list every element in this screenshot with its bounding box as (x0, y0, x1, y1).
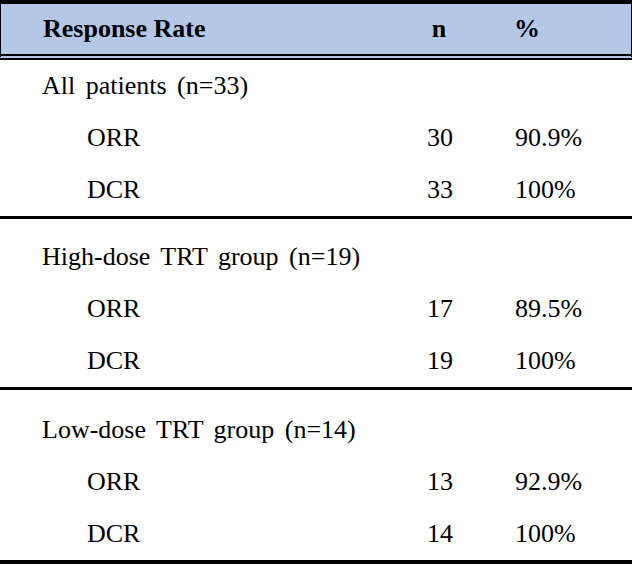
row-n-value: 19 (400, 346, 480, 376)
section-title-row: High-dose TRT group (n=19) (0, 231, 632, 283)
section-title: All patients (n=33) (0, 71, 400, 101)
header-response-rate: Response Rate (1, 14, 399, 44)
header-percent: % (479, 14, 631, 44)
table-row: DCR 19 100% (0, 335, 632, 387)
table-row: ORR 13 92.9% (0, 456, 632, 508)
table-row: DCR 33 100% (0, 164, 632, 216)
row-n-value: 17 (400, 294, 480, 324)
row-n-value: 14 (400, 519, 480, 549)
row-n-value: 33 (400, 175, 480, 205)
row-label: ORR (0, 123, 400, 153)
row-n-value: 30 (400, 123, 480, 153)
table-row: ORR 17 89.5% (0, 283, 632, 335)
row-label: DCR (0, 175, 400, 205)
response-rate-table: Response Rate n % All patients (n=33) OR… (0, 0, 632, 564)
table-header-row: Response Rate n % (0, 0, 632, 60)
row-percent-value: 90.9% (480, 123, 632, 153)
row-percent-value: 100% (480, 519, 632, 549)
row-label: ORR (0, 294, 400, 324)
table-row: DCR 14 100% (0, 508, 632, 560)
row-n-value: 13 (400, 467, 480, 497)
row-label: DCR (0, 519, 400, 549)
row-percent-value: 100% (480, 346, 632, 376)
row-label: DCR (0, 346, 400, 376)
section-title: High-dose TRT group (n=19) (0, 242, 400, 272)
section-high-dose: High-dose TRT group (n=19) ORR 17 89.5% … (0, 219, 632, 390)
section-title: Low-dose TRT group (n=14) (0, 415, 400, 445)
section-all-patients: All patients (n=33) ORR 30 90.9% DCR 33 … (0, 60, 632, 219)
section-title-row: All patients (n=33) (0, 60, 632, 112)
section-low-dose: Low-dose TRT group (n=14) ORR 13 92.9% D… (0, 390, 632, 564)
table-row: ORR 30 90.9% (0, 112, 632, 164)
section-title-row: Low-dose TRT group (n=14) (0, 404, 632, 456)
row-percent-value: 89.5% (480, 294, 632, 324)
row-percent-value: 100% (480, 175, 632, 205)
header-n: n (399, 14, 479, 44)
row-label: ORR (0, 467, 400, 497)
row-percent-value: 92.9% (480, 467, 632, 497)
